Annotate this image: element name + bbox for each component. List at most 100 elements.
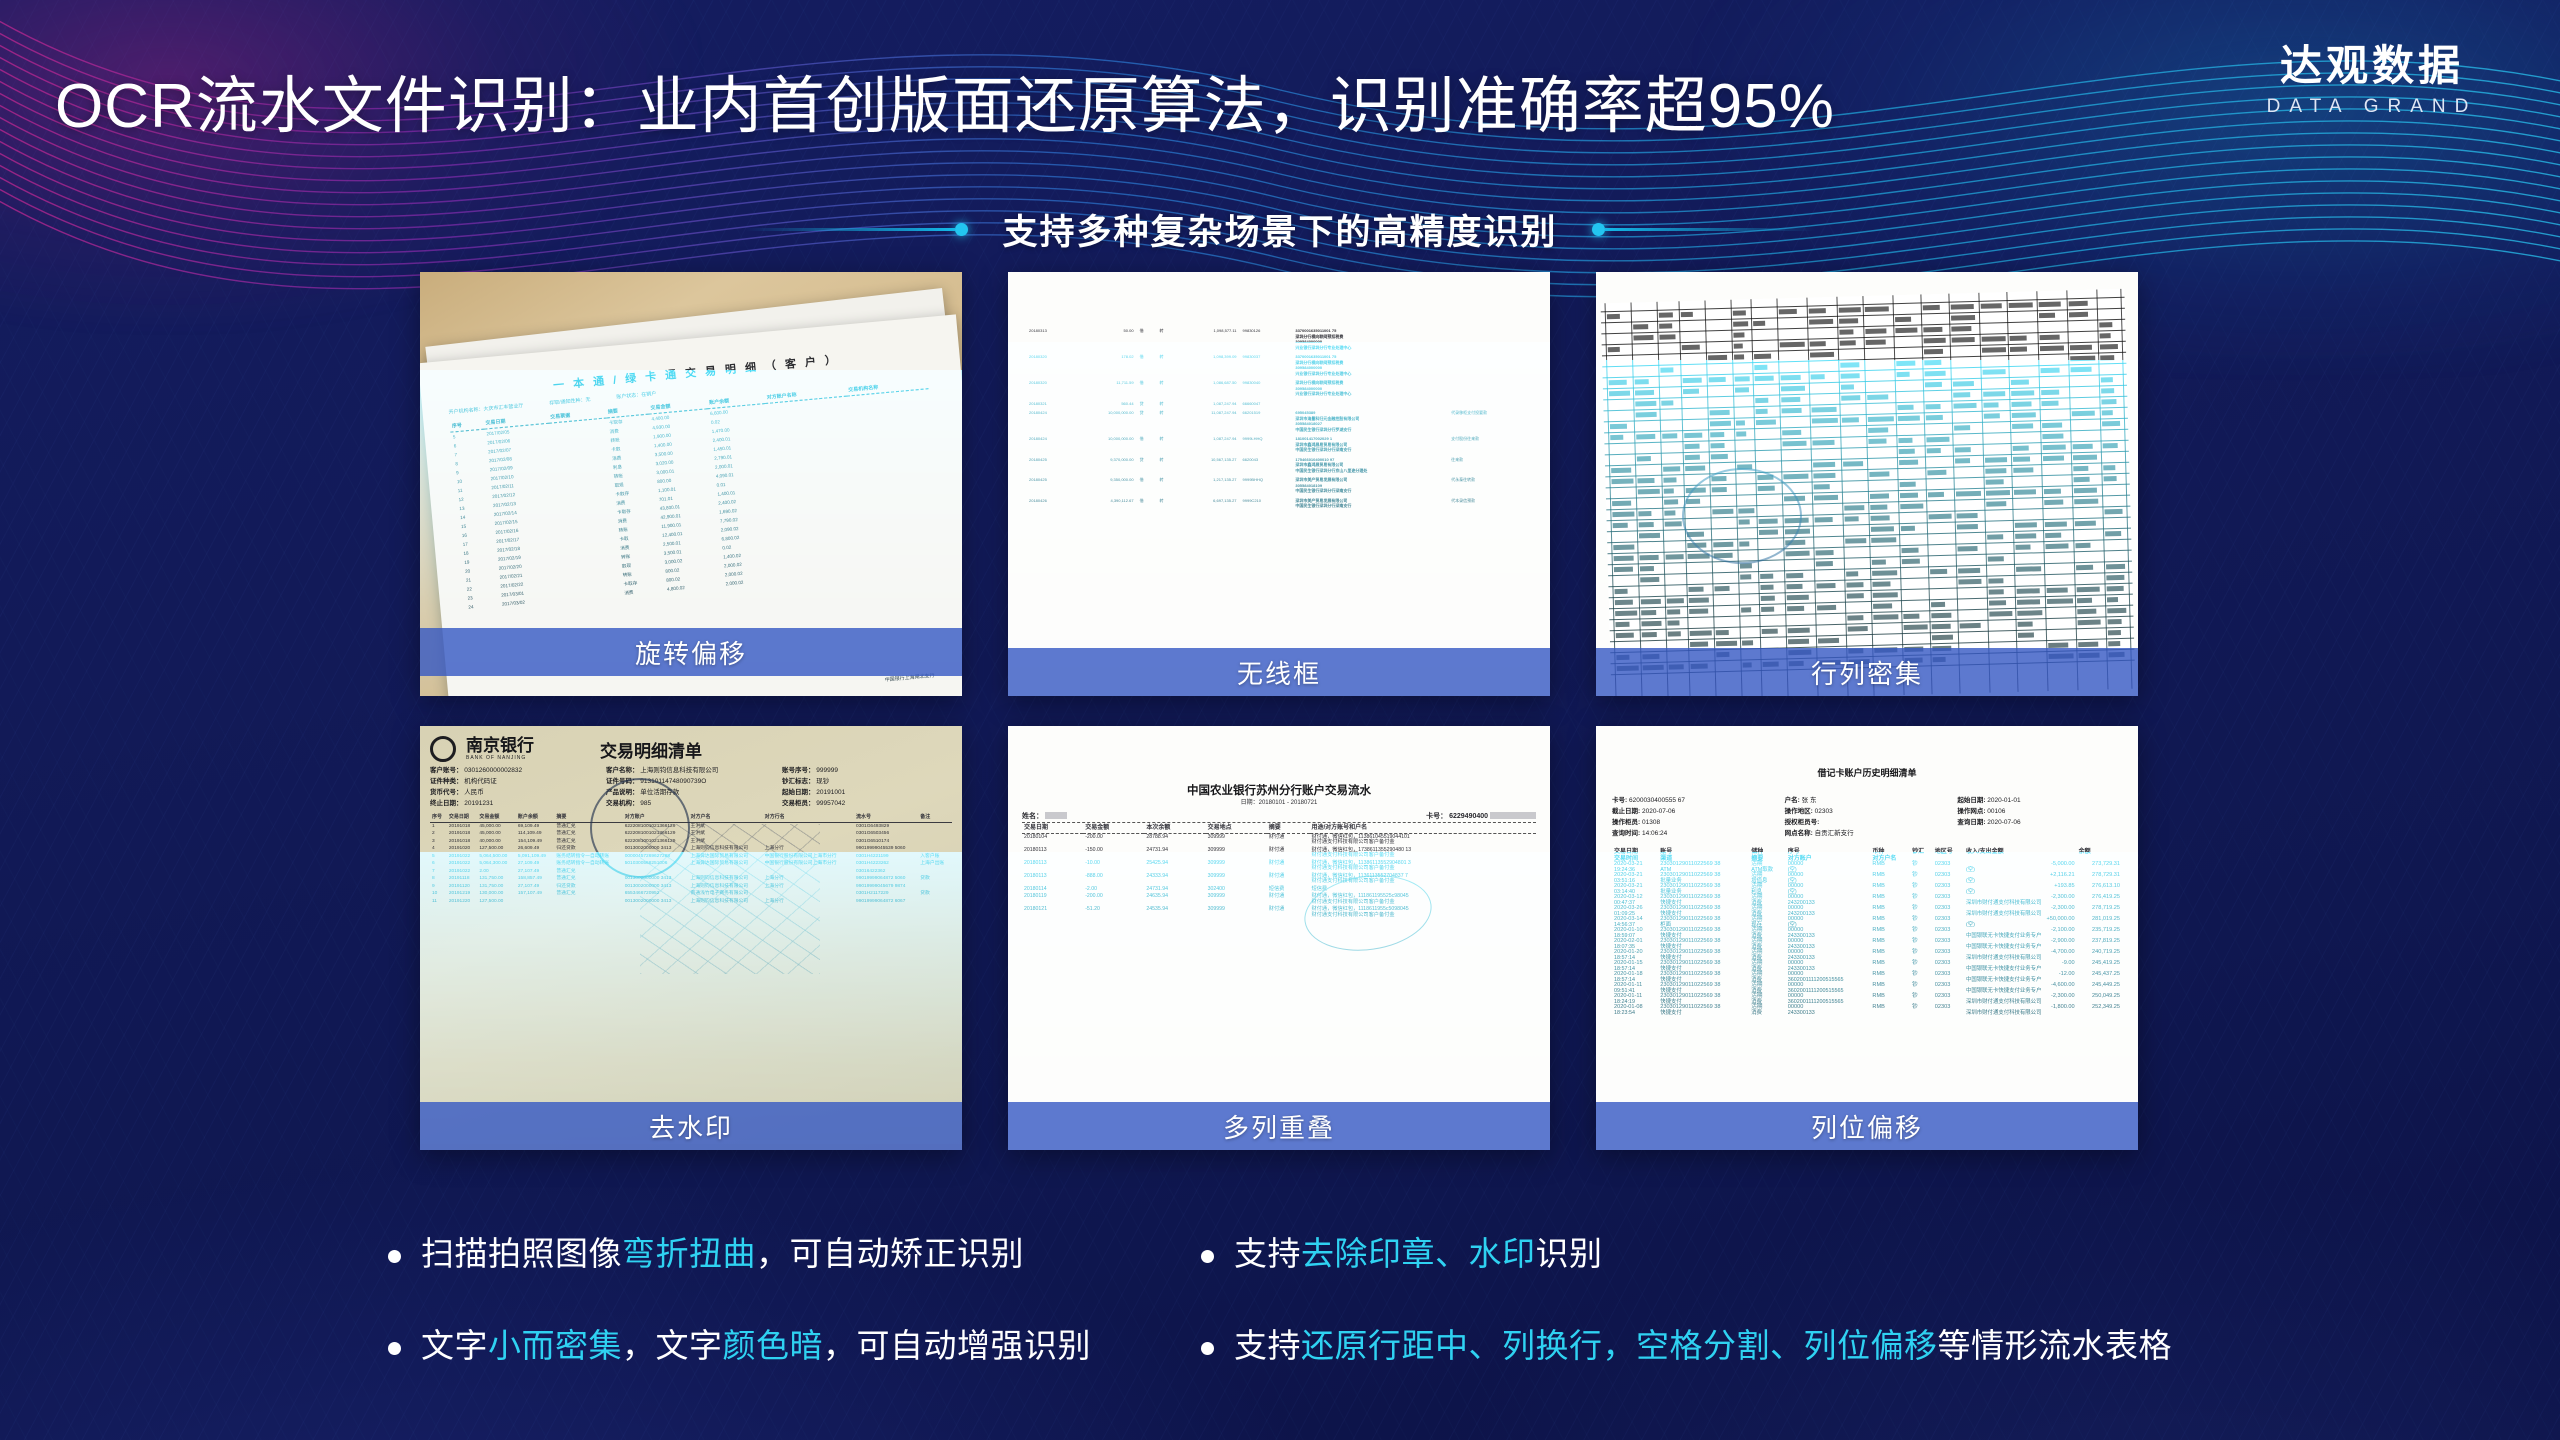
grid-cell-ink <box>1900 503 1923 509</box>
table-cell: 40,000.00 <box>477 838 516 846</box>
grid-cell-ink <box>2042 434 2064 440</box>
table-cell: 0301G6503456 <box>854 830 918 838</box>
bullet-highlight: 小而密集 <box>488 1327 622 1364</box>
card-remove-watermark[interactable]: 南京银行 BANK OF NANJING 交易明细清单 客户账号： 030126… <box>420 726 962 1150</box>
grid-cell-ink <box>1985 468 2006 474</box>
table-cell: 上海户出账 <box>918 860 952 868</box>
table-cell: 0301H4221199 <box>854 853 918 861</box>
table-cell <box>1448 352 1532 378</box>
grid-cell-ink <box>1872 560 1886 565</box>
grid-cell-ink <box>1760 574 1773 579</box>
grid-cell-ink <box>1615 600 1633 606</box>
table-cell: 财付通 <box>1267 860 1310 873</box>
grid-cell-ink <box>2045 521 2067 527</box>
table-cell: 309999 <box>1206 847 1267 860</box>
table-row: 20180320 11,711.59 借转 1,086,687.50 99830040 深… <box>1026 378 1532 399</box>
table-cell: -888.00 <box>1083 873 1144 886</box>
grid-cell-ink <box>2076 565 2093 570</box>
grid-cell-ink <box>1986 490 2010 496</box>
table-cell: 20180119 <box>1022 893 1083 906</box>
field-item: 卡号: 6200030400555 67 <box>1612 795 1777 806</box>
grid-cell-ink <box>2069 312 2088 318</box>
bullet-plain: ，文字 <box>622 1327 723 1364</box>
grid-cell-ink <box>1782 430 1801 436</box>
card-5-card-label: 卡号： 6229490400 <box>1426 812 1536 820</box>
table-cell: 127,500.00 <box>477 845 516 853</box>
grid-cell-ink <box>1986 501 2006 507</box>
grid-cell-ink <box>1931 613 1951 619</box>
subtitle-dot-left-icon <box>955 223 968 236</box>
table-row: 20180121 -51.20 24535.94 309999 财付通 财付通，微信红包，… <box>1022 906 1536 919</box>
grid-cell-ink <box>1733 321 1748 326</box>
card-4-doc-title: 交易明细清单 <box>600 737 702 762</box>
bullet-dot-icon <box>1201 1250 1214 1263</box>
grid-cell-ink <box>1610 435 1623 440</box>
grid-cell-ink <box>1953 392 1970 397</box>
bullet-item: 扫描拍照图像弯折扭曲，可自动矫正识别 <box>388 1232 1091 1276</box>
grid-cell-ink <box>2009 302 2033 308</box>
card-dense-rows-cols[interactable]: 行列密集 <box>1596 272 2138 696</box>
grid-cell-ink <box>2040 335 2061 341</box>
grid-cell-ink <box>1899 449 1915 454</box>
table-cell: 9999C210 <box>1240 496 1293 511</box>
grid-cell-ink <box>1761 596 1775 601</box>
table-row: 20180104 -200.00 28788.94 309999 财付通 财付通，微信红包… <box>1022 833 1536 847</box>
grid-cell-ink <box>1685 455 1700 460</box>
grid-cell-ink <box>1872 570 1897 576</box>
grid-cell-ink <box>1957 546 1978 552</box>
grid-cell-ink <box>1873 614 1898 620</box>
grid-cell-ink <box>1756 420 1776 426</box>
grid-cell-ink <box>1988 556 2004 561</box>
grid-cell-ink <box>1664 488 1674 493</box>
card-1-field-0: 开户机构名称：大庆市汇丰营业厅 <box>448 403 523 417</box>
field-value: 2020-01-01 <box>1986 797 2021 804</box>
grid-cell-ink <box>2045 543 2068 549</box>
subtitle-bar: 支持多种复杂场景下的高精度识别 <box>0 196 2560 262</box>
table-cell: 代本录信预款 <box>1448 496 1532 511</box>
grid-cell-ink <box>2070 356 2095 362</box>
grid-cell-ink <box>1810 352 1834 358</box>
table-cell: 贷 <box>1137 399 1157 409</box>
card-6-doc-title: 借记卡账户历史明细清单 <box>1612 766 2122 779</box>
table-row: 20180425 9,350,000.00 借转 1,217,135.27 9999BH… <box>1026 475 1532 496</box>
card-6-table-header: 交易日期 账号 储种 序号 币种 钞汇 地区号 收入/支出金额 余额 <box>1612 849 2122 857</box>
grid-cell-ink <box>1613 545 1634 551</box>
grid-cell-ink <box>1714 586 1730 591</box>
grid-cell-ink <box>1927 448 1942 453</box>
grid-cell-ink <box>2108 641 2120 646</box>
card-rotation-offset[interactable]: 一 本 通 / 绿 卡 通 交 易 明 细 （ 客 户 ） 开户机构名称：大庆市… <box>420 272 962 696</box>
table-row: 20180424 10,000,000.00 借转 1,087,247.94 9999L… <box>1026 434 1532 455</box>
grid-cell-ink <box>1982 336 2006 342</box>
table-cell-secondary <box>1870 1011 1910 1017</box>
grid-cell-ink <box>2017 588 2040 594</box>
grid-cell-ink <box>1867 394 1888 400</box>
grid-cell-ink <box>2011 401 2031 407</box>
table-cell: 24333.94 <box>1144 873 1205 886</box>
field-label: 操作地区: <box>1785 808 1813 815</box>
grid-cell-ink <box>1924 360 1941 365</box>
column-header: 摘要 <box>1267 825 1310 833</box>
card-6-caption: 列位偏移 <box>1596 1102 2138 1150</box>
grid-cell-ink <box>1612 501 1632 507</box>
watermark-scribble-icon <box>640 824 820 974</box>
grid-cell-ink <box>1984 413 2000 418</box>
field-label: 客户账号： <box>430 767 463 774</box>
grid-cell-ink <box>1664 510 1675 515</box>
table-cell: 03016422362 <box>854 868 918 876</box>
table-cell: 24731.94 <box>1144 847 1205 860</box>
card-column-offset[interactable]: 借记卡账户历史明细清单 卡号: 6200030400555 67 户名: 张 东起… <box>1596 726 2138 1150</box>
grid-cell-ink <box>1782 408 1803 414</box>
grid-cell-ink <box>2011 390 2034 396</box>
grid-cell-ink <box>2017 610 2042 616</box>
table-cell: 27,107.49 <box>516 868 555 876</box>
field-value: 00106 <box>1986 808 2006 815</box>
card-borderless[interactable]: 20180313 50.00 借转 1,098,577.11 99830126 33700… <box>1008 272 1550 696</box>
table-cell: 借 <box>1137 352 1157 378</box>
grid-cell-ink <box>1924 349 1943 355</box>
table-cell: 9999LHHQ <box>1240 434 1293 455</box>
grid-cell-ink <box>2015 522 2037 528</box>
card-multi-column-overlap[interactable]: 中国农业银行苏州分行账户交易流水 日期：20180101 - 20180721 … <box>1008 726 1550 1150</box>
table-cell: 10,000,000.00 <box>1074 408 1137 434</box>
grid-cell-ink <box>2100 344 2118 349</box>
grid-cell-ink <box>1815 517 1833 523</box>
